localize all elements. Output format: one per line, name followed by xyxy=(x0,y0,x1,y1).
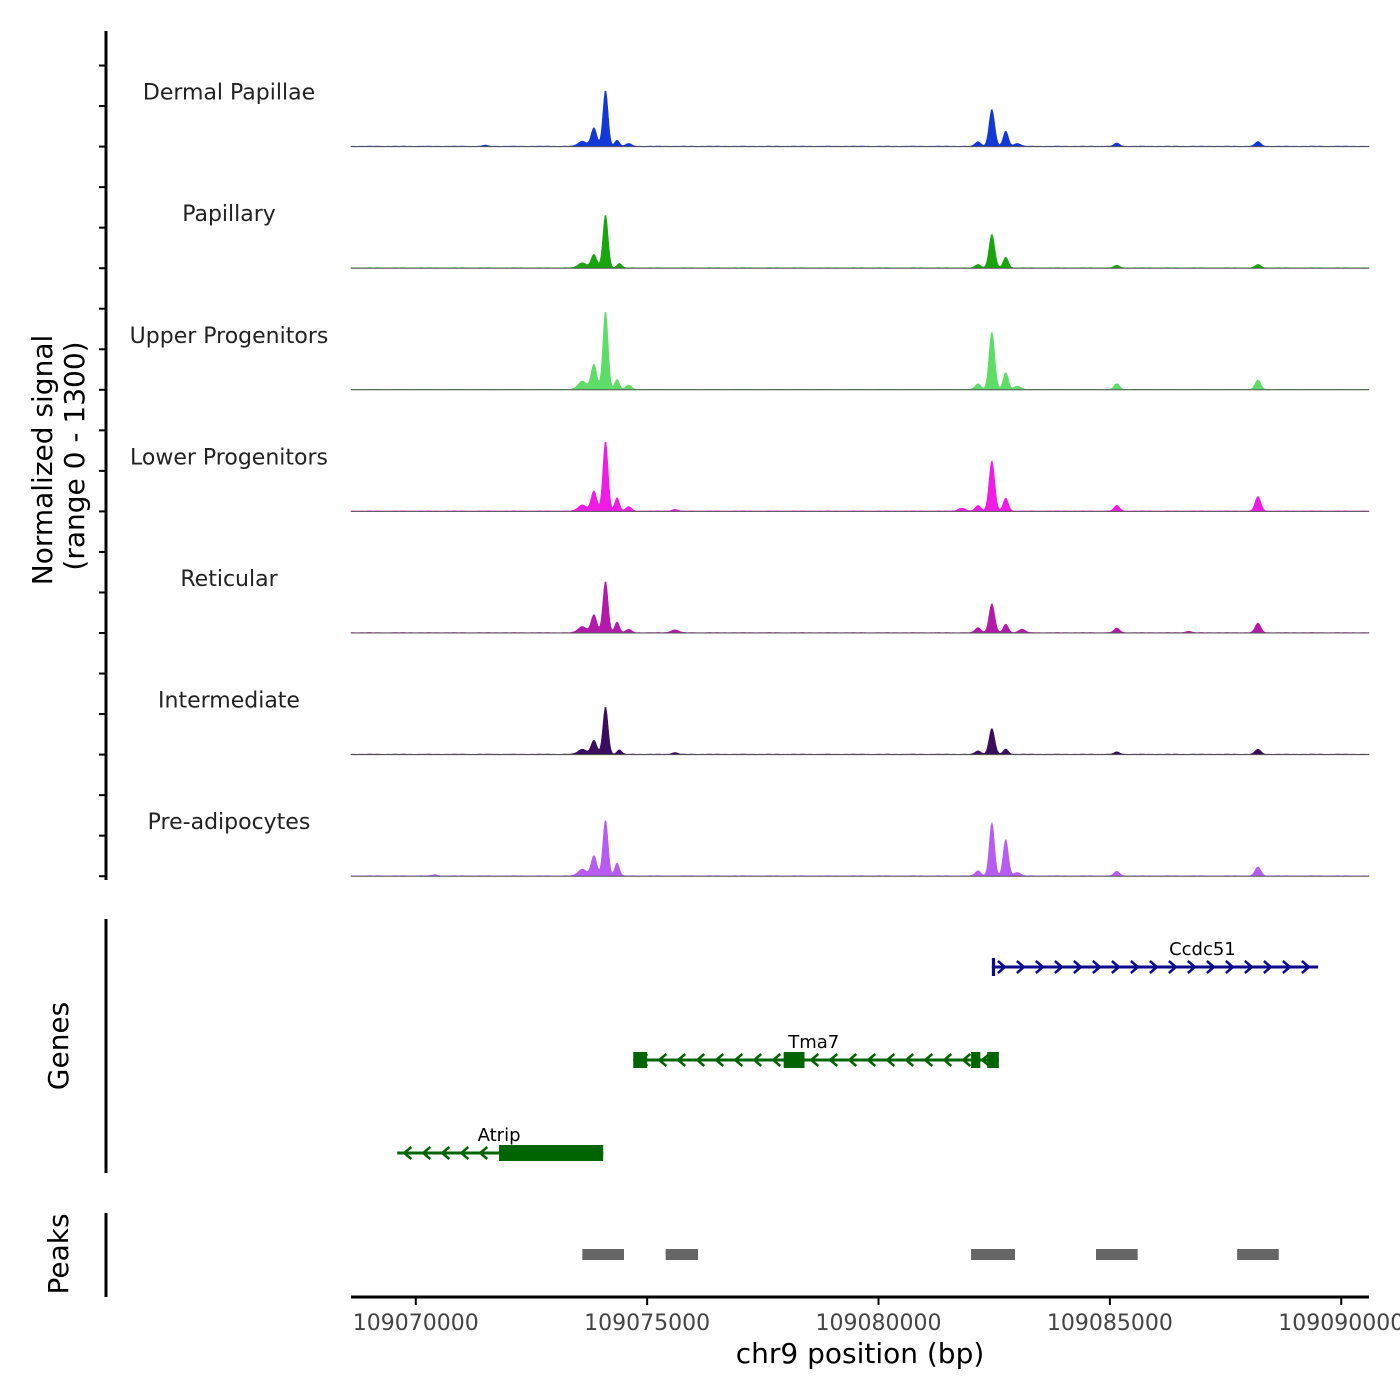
strand-arrow xyxy=(733,1053,744,1067)
gene-label: Tma7 xyxy=(787,1032,839,1053)
strand-arrow xyxy=(714,1053,725,1067)
strand-arrow xyxy=(961,1053,972,1067)
strand-arrow xyxy=(771,1053,782,1067)
x-tick-label: 109080000 xyxy=(816,1311,942,1336)
coverage-area xyxy=(350,707,1370,755)
peak-region xyxy=(1095,1249,1138,1260)
strand-arrow xyxy=(1263,960,1273,974)
y-axis-label-line2: (range 0 - 1300) xyxy=(58,341,91,570)
gene-ccdc51: Ccdc51 xyxy=(991,939,1319,976)
track-label: Pre-adipocytes xyxy=(148,810,311,835)
track-label: Upper Progenitors xyxy=(130,324,329,349)
peak-region xyxy=(665,1249,699,1260)
strand-arrow xyxy=(980,1053,991,1067)
exon xyxy=(633,1052,648,1068)
coverage-area xyxy=(350,312,1370,391)
strand-arrow xyxy=(1016,960,1026,974)
strand-arrow xyxy=(421,1146,432,1160)
track-dermal-papillae: Dermal Papillae xyxy=(143,81,1370,148)
strand-arrow xyxy=(866,1053,877,1067)
signal-axis xyxy=(99,31,108,880)
strand-arrow xyxy=(923,1053,934,1067)
track-label: Dermal Papillae xyxy=(143,81,315,106)
x-tick-label: 109075000 xyxy=(584,1311,710,1336)
gene-tma7: Tma7 xyxy=(633,1032,999,1068)
strand-arrow xyxy=(904,1053,915,1067)
signal-tracks: Dermal Papillae Papillary Upper Progenitor… xyxy=(130,81,1370,877)
strand-arrow xyxy=(676,1053,687,1067)
strand-arrow xyxy=(809,1053,820,1067)
strand-arrow xyxy=(1168,960,1178,974)
strand-arrow xyxy=(1244,960,1254,974)
track-lower-progenitors: Lower Progenitors xyxy=(130,441,1370,512)
gene-atrip: Atrip xyxy=(397,1125,604,1161)
strand-arrow xyxy=(459,1146,470,1160)
strand-arrow xyxy=(440,1146,451,1160)
track-upper-progenitors: Upper Progenitors xyxy=(130,312,1370,391)
strand-arrow xyxy=(1187,960,1197,974)
strand-arrow xyxy=(942,1053,953,1067)
peak-region xyxy=(582,1249,625,1260)
strand-arrow xyxy=(402,1146,413,1160)
strand-arrow xyxy=(695,1053,706,1067)
strand-arrow xyxy=(1225,960,1235,974)
y-axis-label-line1: Normalized signal xyxy=(26,335,59,586)
x-axis-title: chr9 position (bp) xyxy=(736,1337,985,1370)
x-axis: 109070000 109075000 109080000 109085000 1090… xyxy=(351,1295,1400,1370)
exon xyxy=(783,1052,805,1068)
exon xyxy=(991,958,996,976)
track-pre-adipocytes: Pre-adipocytes xyxy=(148,810,1370,877)
exon xyxy=(987,1052,999,1068)
strand-arrow xyxy=(1111,960,1121,974)
strand-arrow xyxy=(1149,960,1159,974)
exon xyxy=(499,1145,604,1161)
strand-arrow xyxy=(752,1053,763,1067)
strand-arrow xyxy=(657,1053,668,1067)
strand-arrow xyxy=(1073,960,1083,974)
coverage-area xyxy=(350,90,1370,147)
track-label: Reticular xyxy=(180,567,278,592)
strand-arrow xyxy=(1092,960,1102,974)
gene-label: Atrip xyxy=(478,1125,521,1146)
strand-arrow xyxy=(478,1146,489,1160)
strand-arrow xyxy=(1035,960,1045,974)
coverage-area xyxy=(350,441,1370,512)
coverage-area xyxy=(350,215,1370,269)
track-label: Lower Progenitors xyxy=(130,445,328,470)
strand-arrow xyxy=(828,1053,839,1067)
strand-arrow xyxy=(885,1053,896,1067)
strand-arrow xyxy=(1206,960,1216,974)
coverage-area xyxy=(350,581,1370,634)
strand-arrow xyxy=(1282,960,1292,974)
signal-y-axis-label: Normalized signal (range 0 - 1300) xyxy=(26,335,91,586)
track-intermediate: Intermediate xyxy=(158,689,1370,756)
peaks-label: Peaks xyxy=(42,1213,75,1294)
x-tick-label: 109090000 xyxy=(1278,1311,1400,1336)
track-papillary: Papillary xyxy=(182,202,1370,269)
coverage-area xyxy=(350,820,1370,877)
strand-arrow xyxy=(1054,960,1064,974)
gene-label: Ccdc51 xyxy=(1169,939,1236,960)
track-reticular: Reticular xyxy=(180,567,1370,634)
genes-label: Genes xyxy=(42,1002,75,1090)
exon xyxy=(971,1052,981,1068)
strand-arrow xyxy=(1130,960,1140,974)
strand-arrow xyxy=(847,1053,858,1067)
x-tick-label: 109070000 xyxy=(353,1311,479,1336)
peak-region xyxy=(1237,1249,1279,1260)
x-tick-label: 109085000 xyxy=(1047,1311,1173,1336)
peaks-panel: Peaks xyxy=(42,1213,1279,1297)
genes-panel: Genes Ccdc51 Tma7 Atrip xyxy=(42,919,1319,1173)
strand-arrow xyxy=(997,960,1007,974)
strand-arrow xyxy=(1301,960,1311,974)
track-label: Papillary xyxy=(182,202,276,227)
track-label: Intermediate xyxy=(158,689,300,714)
peak-region xyxy=(971,1249,1016,1260)
